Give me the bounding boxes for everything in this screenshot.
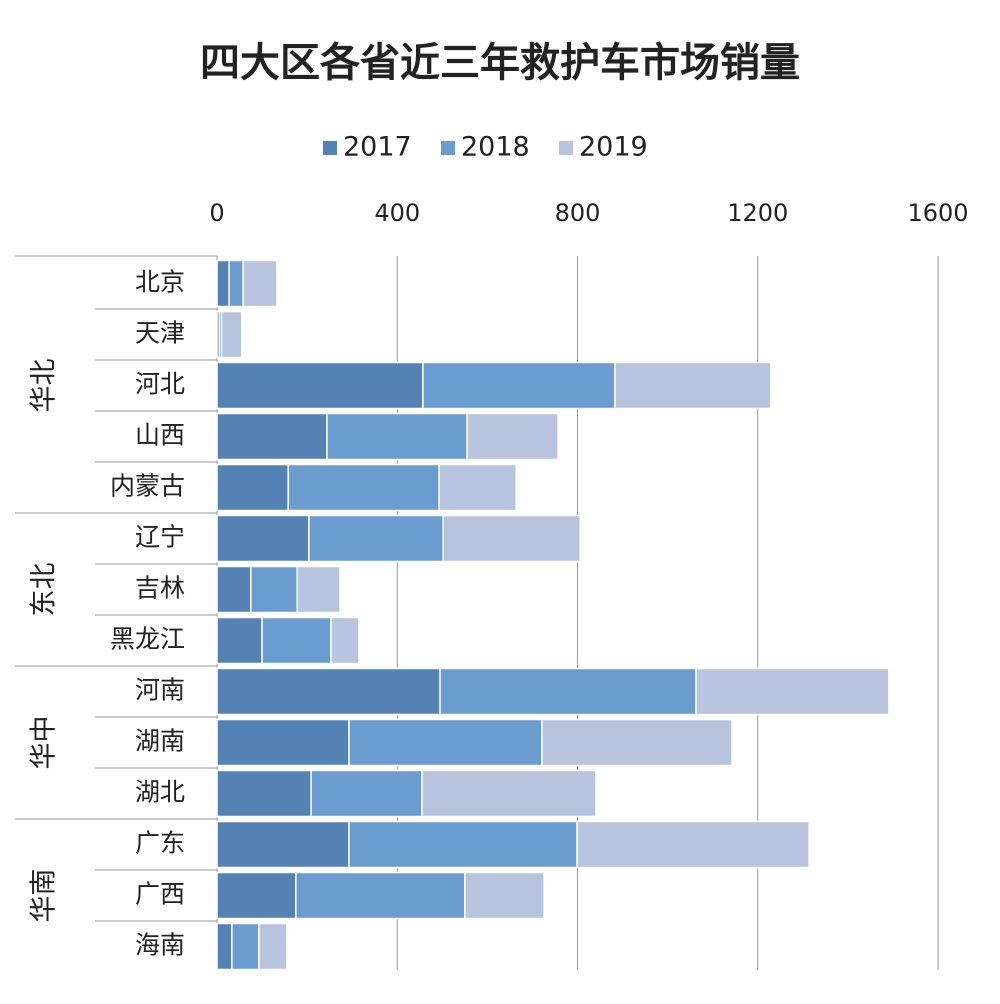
category-label: 湖南 xyxy=(135,727,185,756)
bar-segment xyxy=(421,769,597,818)
category-label: 广东 xyxy=(135,829,185,858)
bar-segment xyxy=(310,769,423,818)
bar-segment xyxy=(216,514,310,563)
bar-segment xyxy=(216,259,230,308)
bar-segment xyxy=(348,820,578,869)
bar-segment xyxy=(216,667,441,716)
bar-segment xyxy=(258,922,288,971)
category-label: 内蒙古 xyxy=(110,472,185,501)
bar-segment xyxy=(442,514,581,563)
category-label: 湖北 xyxy=(135,778,185,807)
bar-segment xyxy=(216,412,328,461)
group-label: 东北 xyxy=(29,563,60,617)
bar-segment xyxy=(216,565,252,614)
legend-label: 2017 xyxy=(343,132,412,163)
bar-segment xyxy=(438,463,517,512)
legend-swatch xyxy=(323,141,337,155)
bar-segment xyxy=(348,718,543,767)
legend-swatch xyxy=(441,141,455,155)
bar-segment xyxy=(231,922,260,971)
category-label: 吉林 xyxy=(135,574,185,603)
category-label: 北京 xyxy=(135,268,185,297)
category-label: 黑龙江 xyxy=(110,625,185,654)
group-label: 华北 xyxy=(29,359,60,413)
bar-segment xyxy=(541,718,733,767)
x-tick-label: 1200 xyxy=(727,199,788,227)
bar-segment xyxy=(422,361,616,410)
bar-segment xyxy=(308,514,444,563)
legend-label: 2019 xyxy=(579,132,648,163)
bar-segment xyxy=(216,922,233,971)
x-tick-label: 0 xyxy=(209,199,224,227)
category-label: 广西 xyxy=(135,880,185,909)
bar-segment xyxy=(250,565,298,614)
bar-segment xyxy=(466,412,559,461)
x-tick-label: 1600 xyxy=(907,199,968,227)
bar-segment xyxy=(220,310,243,359)
chart-title: 四大区各省近三年救护车市场销量 xyxy=(200,40,800,86)
bar-segment xyxy=(216,820,350,869)
bar-segment xyxy=(242,259,278,308)
x-tick-label: 400 xyxy=(374,199,420,227)
x-tick-label: 800 xyxy=(555,199,601,227)
bar-segment xyxy=(464,871,545,920)
bar-segment xyxy=(216,616,263,665)
bar-segment xyxy=(216,718,350,767)
category-label: 河南 xyxy=(135,676,185,705)
category-label: 山西 xyxy=(135,421,185,450)
bar-segment xyxy=(228,259,244,308)
category-label: 河北 xyxy=(135,370,185,399)
bar-segment xyxy=(261,616,332,665)
bar-segment xyxy=(216,769,312,818)
legend-label: 2018 xyxy=(461,132,530,163)
group-label: 华中 xyxy=(29,716,60,770)
bar-segment xyxy=(326,412,468,461)
bar-segment xyxy=(614,361,772,410)
category-label: 海南 xyxy=(135,931,185,960)
bar-segment xyxy=(576,820,810,869)
bar-segment xyxy=(287,463,440,512)
category-label: 天津 xyxy=(135,319,185,348)
legend-swatch xyxy=(559,141,573,155)
bar-segment xyxy=(439,667,697,716)
bar-segment xyxy=(330,616,360,665)
category-label: 辽宁 xyxy=(135,523,185,552)
bar-segment xyxy=(695,667,890,716)
bar-segment xyxy=(216,361,424,410)
bar-segment xyxy=(216,871,297,920)
bar-segment xyxy=(296,565,341,614)
bar-segment xyxy=(295,871,466,920)
group-label: 华南 xyxy=(29,869,60,923)
bar-segment xyxy=(216,463,289,512)
